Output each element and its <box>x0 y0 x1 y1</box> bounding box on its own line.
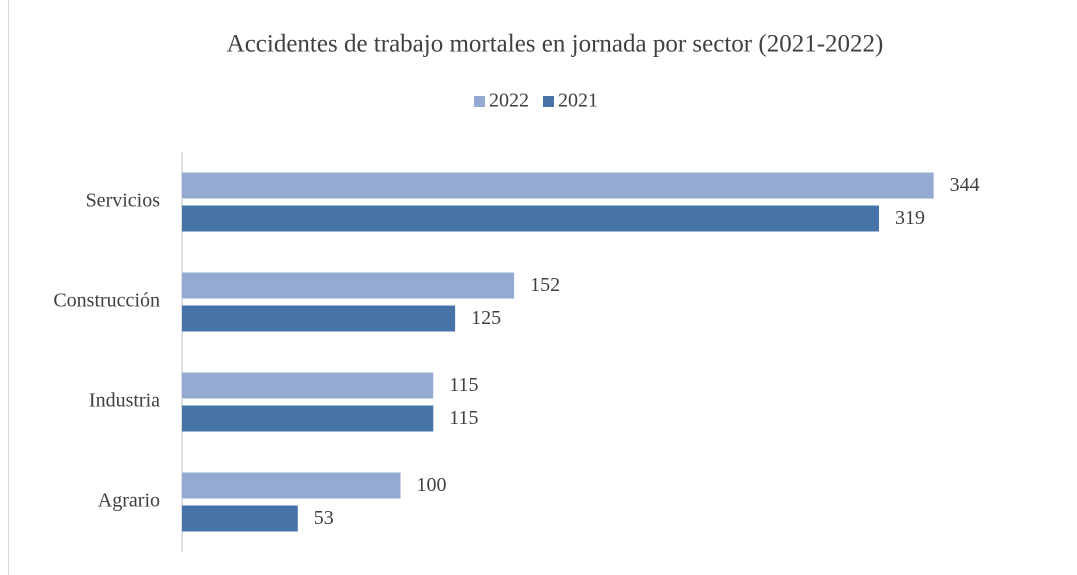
y-tick-label: Industria <box>89 390 160 412</box>
data-label: 344 <box>950 174 980 196</box>
bar <box>182 505 298 532</box>
bar <box>182 205 880 232</box>
data-label: 115 <box>449 407 478 429</box>
bar <box>182 405 434 432</box>
data-label: 319 <box>895 207 925 229</box>
legend-label: 2021 <box>558 90 598 112</box>
legend-swatch <box>474 96 485 107</box>
data-label: 100 <box>417 474 447 496</box>
y-tick-label: Servicios <box>86 190 161 212</box>
bar <box>182 372 434 399</box>
data-label: 152 <box>530 274 560 296</box>
legend-swatch <box>543 96 554 107</box>
bar <box>182 305 456 332</box>
bar <box>182 172 934 199</box>
bar <box>182 472 401 499</box>
data-label: 115 <box>449 374 478 396</box>
legend-label: 2022 <box>489 90 529 112</box>
data-label: 53 <box>314 507 334 529</box>
chart-title: Accidentes de trabajo mortales en jornad… <box>227 31 884 58</box>
y-tick-label: Construcción <box>53 290 160 312</box>
bar <box>182 272 515 299</box>
y-tick-label: Agrario <box>98 490 160 512</box>
data-label: 125 <box>471 307 501 329</box>
